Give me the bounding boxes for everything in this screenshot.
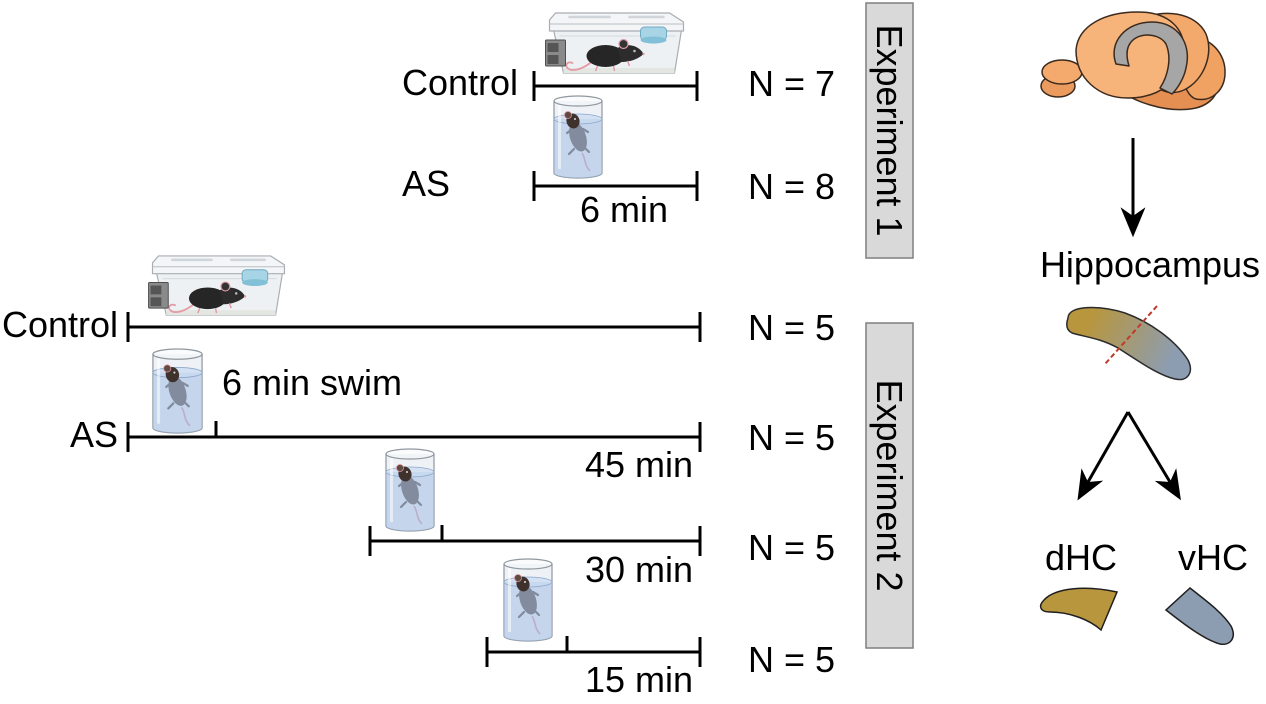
- experiment-2-label: Experiment 2: [869, 379, 910, 591]
- timeline-as: [532, 171, 699, 201]
- timeline-as-15: [485, 636, 702, 667]
- sample-size: N = 7: [748, 63, 835, 104]
- timeline-as-45: [126, 421, 702, 452]
- arrow-down-left-icon: [1077, 411, 1130, 501]
- duration-label: 6 min: [580, 189, 668, 230]
- arrow-down-right-icon: [1126, 411, 1181, 501]
- mouse-brain-icon: [1040, 11, 1226, 111]
- swim-beaker-icon: [384, 448, 436, 532]
- timeline-as-30: [368, 525, 702, 556]
- sample-size: N = 5: [748, 307, 835, 348]
- group-label-control: Control: [2, 304, 118, 345]
- group-label-as: AS: [70, 414, 118, 455]
- sample-size: N = 5: [748, 527, 835, 568]
- region-label: Hippocampus: [1040, 244, 1260, 285]
- dorsal-hippocampus-icon: [1039, 587, 1119, 632]
- group-label-control: Control: [402, 62, 518, 103]
- interval-label: 45 min: [585, 444, 693, 485]
- swim-beaker-icon: [552, 95, 604, 179]
- timeline-control: [126, 312, 702, 342]
- experiment-1-label: Experiment 1: [869, 24, 910, 236]
- home-cage-icon: [545, 11, 685, 75]
- olfactory-bulb: [1041, 59, 1083, 85]
- tissue-panel: Hippocampus dHC vHC: [1039, 11, 1260, 646]
- experiment-2-label-box: [865, 322, 914, 649]
- ventral-label: vHC: [1178, 537, 1248, 578]
- dorsal-label: dHC: [1045, 537, 1117, 578]
- sample-size: N = 8: [748, 166, 835, 207]
- interval-label: 30 min: [585, 549, 693, 590]
- dissection-line: [1104, 305, 1158, 365]
- timeline-control: [532, 71, 699, 101]
- experiment-2-section: Control N = 5 6 min swim AS 45 min N = 5…: [2, 254, 914, 700]
- group-label-as: AS: [402, 163, 450, 204]
- experiment-1-label-box: [865, 2, 914, 259]
- interval-label: 15 min: [585, 659, 693, 700]
- sample-size: N = 5: [748, 417, 835, 458]
- swim-duration-label: 6 min swim: [222, 362, 402, 403]
- swim-beaker-icon: [151, 348, 204, 434]
- sample-size: N = 5: [748, 639, 835, 680]
- home-cage-icon: [148, 254, 286, 317]
- ventral-hippocampus-icon: [1164, 587, 1234, 646]
- hippocampus-in-brain: [1113, 21, 1189, 95]
- swim-beaker-icon: [502, 558, 554, 642]
- hippocampus-icon: [1066, 306, 1192, 381]
- experiment-1-section: Control N = 7 AS 6 min N = 8 Experiment …: [402, 2, 914, 259]
